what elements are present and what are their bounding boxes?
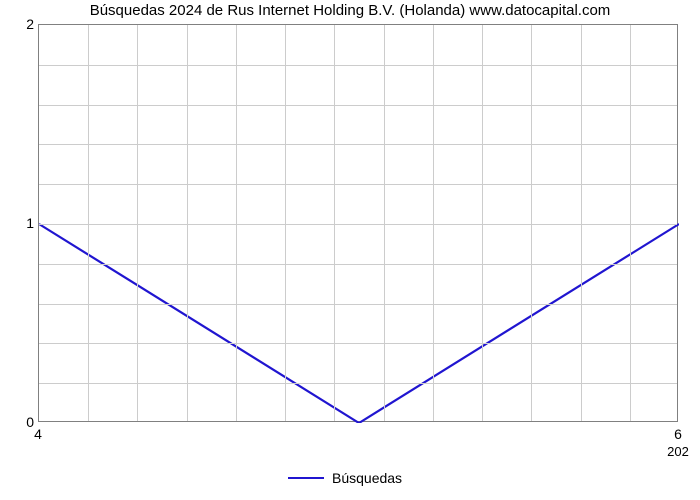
plot-area — [38, 24, 678, 422]
gridline-horizontal-minor — [39, 343, 677, 344]
gridline-vertical — [433, 25, 434, 421]
gridline-horizontal-minor — [39, 105, 677, 106]
gridline-horizontal-minor — [39, 184, 677, 185]
gridline-vertical — [482, 25, 483, 421]
gridline-horizontal-minor — [39, 304, 677, 305]
gridline-vertical — [384, 25, 385, 421]
y-tick-label: 2 — [10, 16, 34, 32]
legend: Búsquedas — [288, 470, 402, 486]
x-sub-label: 202 — [667, 444, 689, 459]
series-line — [39, 224, 679, 423]
gridline-vertical — [187, 25, 188, 421]
gridline-horizontal-minor — [39, 65, 677, 66]
chart-title: Búsquedas 2024 de Rus Internet Holding B… — [0, 2, 700, 19]
gridline-vertical — [137, 25, 138, 421]
chart-container: { "chart": { "type": "line", "title": "B… — [0, 0, 700, 500]
y-tick-label: 1 — [10, 215, 34, 231]
gridline-vertical — [630, 25, 631, 421]
x-tick-label: 4 — [34, 426, 42, 442]
gridline-vertical — [88, 25, 89, 421]
legend-swatch — [288, 477, 324, 479]
gridline-vertical — [334, 25, 335, 421]
gridline-horizontal-minor — [39, 383, 677, 384]
gridline-horizontal-minor — [39, 144, 677, 145]
gridline-vertical — [531, 25, 532, 421]
y-tick-label: 0 — [10, 414, 34, 430]
gridline-horizontal-major — [39, 224, 677, 225]
legend-label: Búsquedas — [332, 470, 402, 486]
gridline-vertical — [236, 25, 237, 421]
gridline-vertical — [581, 25, 582, 421]
gridline-horizontal-minor — [39, 264, 677, 265]
gridline-vertical — [285, 25, 286, 421]
x-tick-label: 6 — [674, 426, 682, 442]
